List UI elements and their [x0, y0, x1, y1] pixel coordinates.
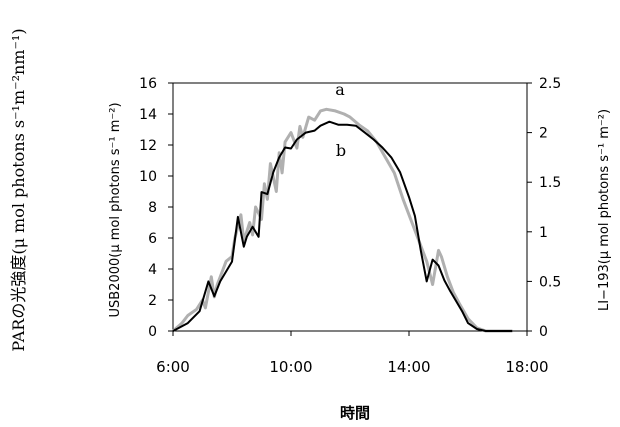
x-tick-label: 18:00 [505, 358, 548, 376]
right-axis-label: LI−193(μ mol photons s⁻¹ m⁻²) [597, 109, 612, 311]
right-tick-label: 2.5 [539, 76, 561, 92]
right-tick-label: 1.5 [539, 175, 561, 191]
left-tick-label: 16 [139, 76, 157, 92]
right-tick-label: 2 [539, 126, 548, 142]
left-axis-label: USB2000(μ mol photons s⁻¹ m⁻²) [108, 102, 123, 317]
right-tick-label: 1 [539, 225, 548, 241]
x-axis-label: 時間 [340, 404, 370, 422]
series-a [172, 107, 513, 333]
x-tick-label: 14:00 [387, 358, 430, 376]
annotation-b: b [336, 141, 346, 160]
left-tick-label: 0 [148, 324, 157, 340]
annotation-a: a [335, 80, 345, 99]
right-tick-label: 0.5 [539, 274, 561, 290]
left-tick-label: 6 [148, 231, 157, 247]
right-tick-label: 0 [539, 324, 548, 340]
axis-ticks: 0 2 4 6 8 10 12 14 16 0 0.5 1 1.5 2 2.5 6:00 10:00 14:00 1… [139, 76, 561, 376]
left-tick-label: 10 [139, 169, 157, 185]
left-tick-label: 8 [148, 200, 157, 216]
left-tick-label: 12 [139, 138, 157, 154]
plot-frame [172, 82, 528, 332]
outer-axis-label: PARの光強度(μ mol photons s⁻¹m⁻²nm⁻¹) [9, 28, 28, 351]
left-tick-label: 4 [148, 262, 157, 278]
x-tick-label: 6:00 [156, 358, 190, 376]
series-b-line [172, 120, 513, 332]
series-a-line [172, 107, 513, 333]
series-b [172, 120, 513, 332]
left-tick-label: 14 [139, 107, 157, 123]
left-tick-label: 2 [148, 293, 157, 309]
x-tick-label: 10:00 [269, 358, 312, 376]
